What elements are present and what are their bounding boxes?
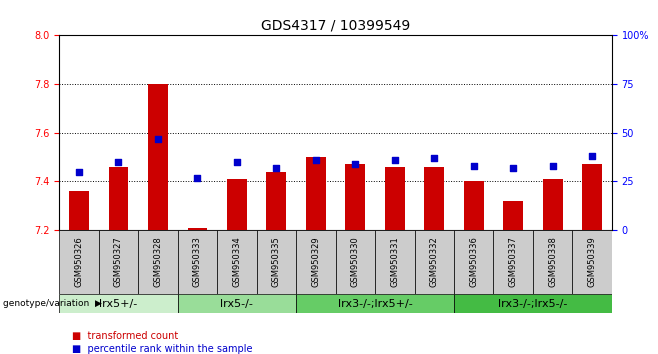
Point xyxy=(350,161,361,167)
Text: GSM950339: GSM950339 xyxy=(588,236,597,287)
Text: GSM950331: GSM950331 xyxy=(390,236,399,287)
Point xyxy=(508,165,519,171)
Bar xyxy=(59,294,178,313)
Text: GSM950332: GSM950332 xyxy=(430,236,439,287)
Title: GDS4317 / 10399549: GDS4317 / 10399549 xyxy=(261,19,410,33)
Bar xyxy=(227,179,247,230)
Text: ■  percentile rank within the sample: ■ percentile rank within the sample xyxy=(72,344,253,354)
Bar xyxy=(188,228,207,230)
Text: GSM950335: GSM950335 xyxy=(272,236,281,287)
Bar xyxy=(454,230,494,294)
Bar xyxy=(178,230,217,294)
Bar xyxy=(257,230,296,294)
Text: GSM950334: GSM950334 xyxy=(232,236,241,287)
Point xyxy=(311,157,321,163)
Point xyxy=(232,159,242,165)
Text: GSM950333: GSM950333 xyxy=(193,236,202,287)
Bar xyxy=(296,230,336,294)
Text: ■  transformed count: ■ transformed count xyxy=(72,331,178,341)
Bar xyxy=(533,230,572,294)
Bar xyxy=(454,294,612,313)
Bar xyxy=(415,230,454,294)
Bar xyxy=(424,167,444,230)
Bar xyxy=(345,164,365,230)
Bar xyxy=(582,164,602,230)
Point xyxy=(271,165,282,171)
Text: GSM950329: GSM950329 xyxy=(311,236,320,287)
Text: GSM950330: GSM950330 xyxy=(351,236,360,287)
Point xyxy=(468,163,479,169)
Point xyxy=(74,169,84,175)
Point xyxy=(547,163,558,169)
Bar xyxy=(59,230,99,294)
Text: lrx3-/-;lrx5-/-: lrx3-/-;lrx5-/- xyxy=(498,298,568,309)
Bar xyxy=(138,230,178,294)
Text: GSM950338: GSM950338 xyxy=(548,236,557,287)
Text: genotype/variation  ▶: genotype/variation ▶ xyxy=(3,299,102,308)
Point xyxy=(113,159,124,165)
Text: GSM950337: GSM950337 xyxy=(509,236,518,287)
Bar xyxy=(217,230,257,294)
Text: lrx5-/-: lrx5-/- xyxy=(220,298,253,309)
Bar xyxy=(296,294,454,313)
Bar xyxy=(148,84,168,230)
Point xyxy=(587,153,597,159)
Bar xyxy=(543,179,563,230)
Text: lrx5+/-: lrx5+/- xyxy=(99,298,138,309)
Point xyxy=(429,155,440,161)
Text: lrx3-/-;lrx5+/-: lrx3-/-;lrx5+/- xyxy=(338,298,413,309)
Bar xyxy=(336,230,375,294)
Bar xyxy=(464,181,484,230)
Bar xyxy=(266,172,286,230)
Bar xyxy=(306,157,326,230)
Bar xyxy=(494,230,533,294)
Bar xyxy=(99,230,138,294)
Text: GSM950326: GSM950326 xyxy=(74,236,84,287)
Bar xyxy=(385,167,405,230)
Text: GSM950327: GSM950327 xyxy=(114,236,123,287)
Point xyxy=(192,175,203,180)
Point xyxy=(153,136,163,141)
Text: GSM950336: GSM950336 xyxy=(469,236,478,287)
Bar xyxy=(69,191,89,230)
Bar xyxy=(178,294,296,313)
Bar xyxy=(503,201,523,230)
Bar xyxy=(375,230,415,294)
Point xyxy=(390,157,400,163)
Bar xyxy=(572,230,612,294)
Text: GSM950328: GSM950328 xyxy=(153,236,163,287)
Bar xyxy=(109,167,128,230)
